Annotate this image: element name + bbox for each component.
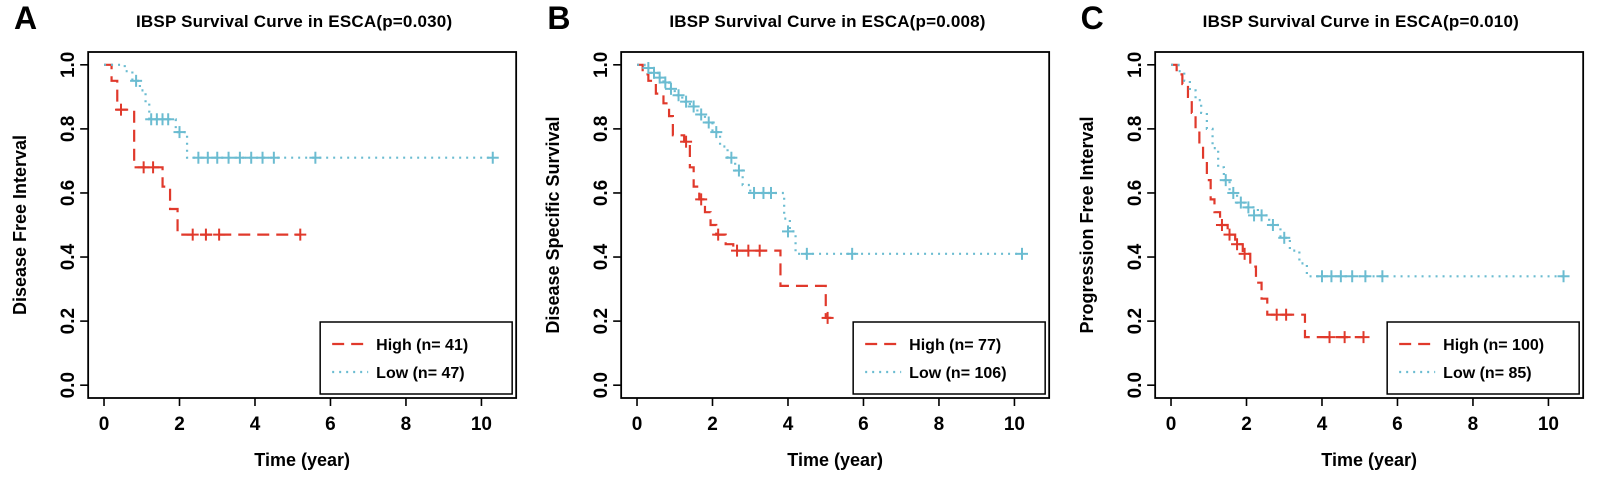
svg-text:8: 8 — [934, 414, 945, 435]
svg-text:0: 0 — [632, 414, 643, 435]
svg-text:High (n= 41): High (n= 41) — [376, 337, 468, 354]
panel-b: B IBSP Survival Curve in ESCA(p=0.008) 0… — [533, 0, 1066, 502]
svg-text:6: 6 — [859, 414, 870, 435]
svg-text:0.2: 0.2 — [591, 308, 612, 334]
svg-text:10: 10 — [471, 414, 492, 435]
panel-letter-c: C — [1080, 0, 1104, 36]
panel-letter-b: B — [547, 0, 571, 36]
svg-text:High (n= 100): High (n= 100) — [1443, 337, 1544, 354]
svg-text:0.0: 0.0 — [591, 372, 612, 398]
km-plot-a: 0 2 4 6 8 10 0.0 0.2 0.4 0.6 0.8 1.0 Time (year) Dise… — [10, 51, 518, 470]
svg-text:1.0: 1.0 — [591, 52, 612, 78]
panel-c: C IBSP Survival Curve in ESCA(p=0.010) 0… — [1067, 0, 1600, 502]
svg-text:0.6: 0.6 — [58, 180, 79, 206]
svg-text:Disease Specific Survival: Disease Specific Survival — [543, 116, 563, 333]
svg-text:4: 4 — [250, 414, 261, 435]
svg-text:8: 8 — [401, 414, 412, 435]
svg-text:10: 10 — [1538, 414, 1559, 435]
svg-text:Low (n= 47): Low (n= 47) — [376, 365, 464, 382]
svg-text:Time (year): Time (year) — [1321, 450, 1417, 470]
panel-letter-a: A — [14, 0, 38, 36]
svg-text:Disease Free Interval: Disease Free Interval — [10, 135, 30, 315]
chart-title-c: IBSP Survival Curve in ESCA(p=0.010) — [1202, 12, 1519, 31]
svg-text:2: 2 — [708, 414, 719, 435]
svg-text:0.0: 0.0 — [1125, 372, 1146, 398]
panel-c-header: C IBSP Survival Curve in ESCA(p=0.010) — [1067, 0, 1600, 40]
svg-text:0.6: 0.6 — [591, 180, 612, 206]
km-plot-c: 0 2 4 6 8 10 0.0 0.2 0.4 0.6 0.8 1.0 Time (year) Prog… — [1077, 51, 1584, 470]
svg-text:Low (n= 85): Low (n= 85) — [1443, 365, 1531, 382]
svg-text:0: 0 — [99, 414, 110, 435]
chart-title-a: IBSP Survival Curve in ESCA(p=0.030) — [136, 12, 453, 31]
svg-text:0.4: 0.4 — [1125, 243, 1146, 270]
svg-text:High (n= 77): High (n= 77) — [909, 337, 1001, 354]
panel-a-header: A IBSP Survival Curve in ESCA(p=0.030) — [0, 0, 533, 40]
svg-text:0.2: 0.2 — [1125, 308, 1146, 334]
svg-text:0: 0 — [1165, 414, 1176, 435]
panel-a: A IBSP Survival Curve in ESCA(p=0.030) 0… — [0, 0, 533, 502]
svg-text:2: 2 — [174, 414, 185, 435]
svg-text:0.2: 0.2 — [58, 308, 79, 334]
svg-text:Time (year): Time (year) — [254, 450, 350, 470]
svg-text:10: 10 — [1004, 414, 1025, 435]
svg-text:0.6: 0.6 — [1125, 180, 1146, 206]
svg-text:4: 4 — [783, 414, 794, 435]
svg-text:0.4: 0.4 — [591, 243, 612, 270]
svg-text:0.8: 0.8 — [591, 116, 612, 142]
svg-text:2: 2 — [1241, 414, 1252, 435]
svg-text:0.8: 0.8 — [1125, 116, 1146, 142]
svg-text:6: 6 — [325, 414, 336, 435]
km-plot-b: 0 2 4 6 8 10 0.0 0.2 0.4 0.6 0.8 1.0 Time (year) Dise… — [543, 51, 1051, 470]
svg-text:Low (n= 106): Low (n= 106) — [909, 365, 1006, 382]
svg-text:1.0: 1.0 — [1125, 52, 1146, 78]
svg-text:0.8: 0.8 — [58, 116, 79, 142]
svg-text:4: 4 — [1316, 414, 1327, 435]
panel-b-header: B IBSP Survival Curve in ESCA(p=0.008) — [533, 0, 1066, 40]
svg-text:Time (year): Time (year) — [788, 450, 884, 470]
chart-title-b: IBSP Survival Curve in ESCA(p=0.008) — [669, 12, 986, 31]
svg-text:0.4: 0.4 — [58, 243, 79, 270]
svg-text:1.0: 1.0 — [58, 52, 79, 78]
svg-text:6: 6 — [1392, 414, 1403, 435]
svg-text:Progression Free Interval: Progression Free Interval — [1077, 116, 1097, 333]
svg-text:0.0: 0.0 — [58, 372, 79, 398]
svg-text:8: 8 — [1467, 414, 1478, 435]
